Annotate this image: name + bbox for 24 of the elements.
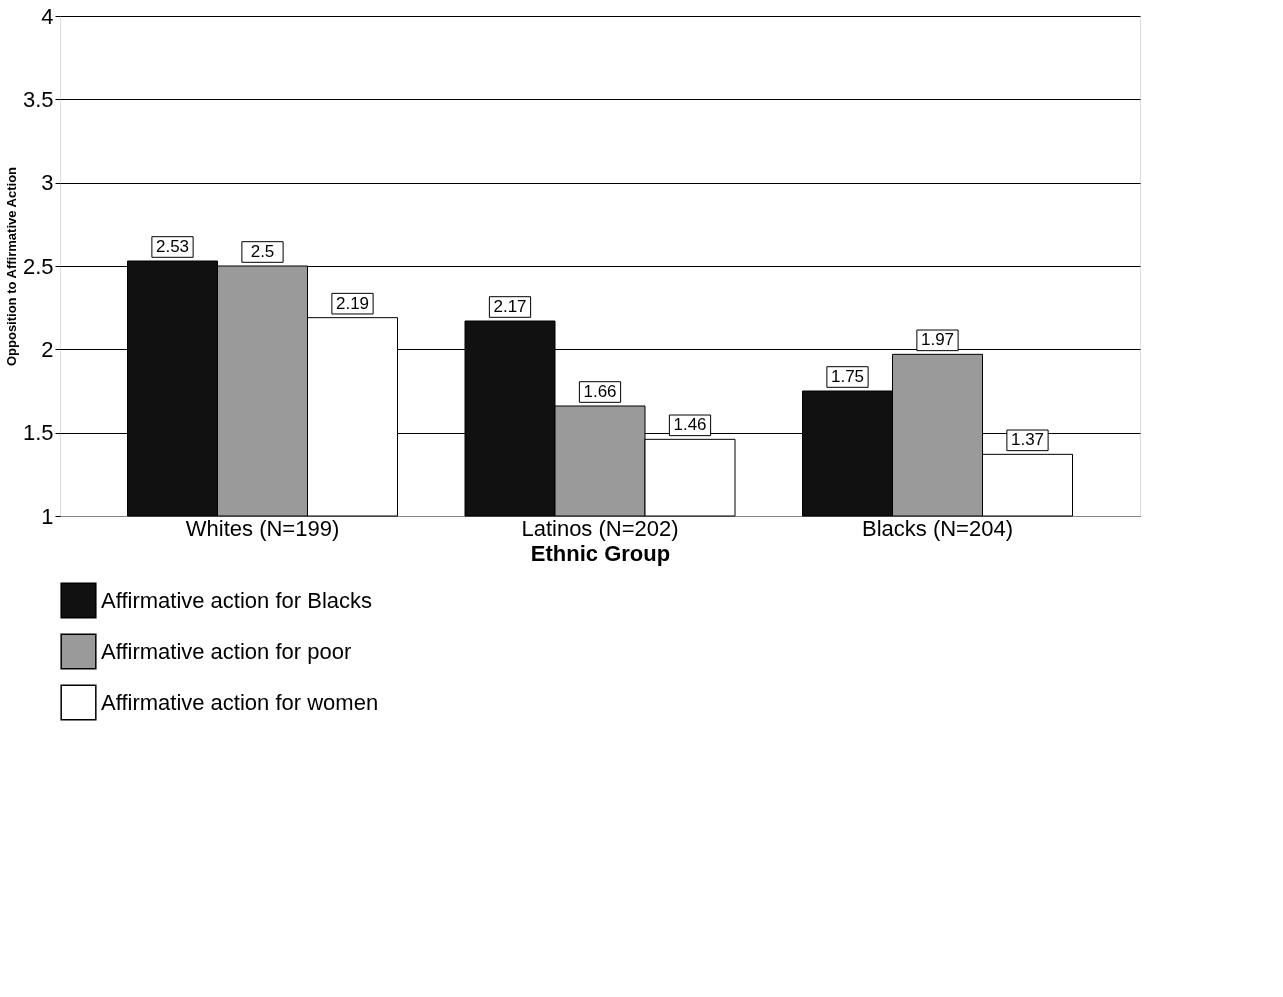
- data-label: 2.19: [335, 293, 370, 313]
- legend-label: Affirmative action for women: [101, 689, 379, 715]
- data-label: 2.53: [155, 237, 190, 256]
- x-tick-label: Blacks (N=204): [861, 515, 1014, 541]
- data-label: 1.66: [583, 382, 617, 401]
- x-axis-title: Ethnic Group: [530, 540, 671, 566]
- x-tick-label: Latinos (N=202): [521, 515, 679, 541]
- y-tick-label: 1.5: [22, 420, 54, 446]
- data-label: 2.17: [493, 297, 527, 316]
- data-label: 1.75: [830, 367, 865, 386]
- y-tick-label: 3: [41, 170, 54, 196]
- y-tick-label: 3.5: [22, 86, 54, 112]
- data-label: 2.5: [250, 242, 275, 261]
- y-tick-label: 4: [41, 3, 54, 29]
- data-label: 1.37: [1010, 430, 1045, 450]
- y-axis-title: Opposition to Affirmative Action: [3, 166, 19, 367]
- y-tick-label: 1: [41, 503, 54, 529]
- data-label: 1.97: [920, 330, 955, 350]
- data-label: 1.46: [673, 415, 707, 435]
- y-tick-label: 2.5: [22, 253, 54, 279]
- y-tick-label: 2: [41, 336, 54, 362]
- x-tick-label: Whites (N=199): [185, 515, 340, 541]
- legend-label: Affirmative action for Blacks: [101, 587, 373, 613]
- legend-label: Affirmative action for poor: [101, 638, 352, 664]
